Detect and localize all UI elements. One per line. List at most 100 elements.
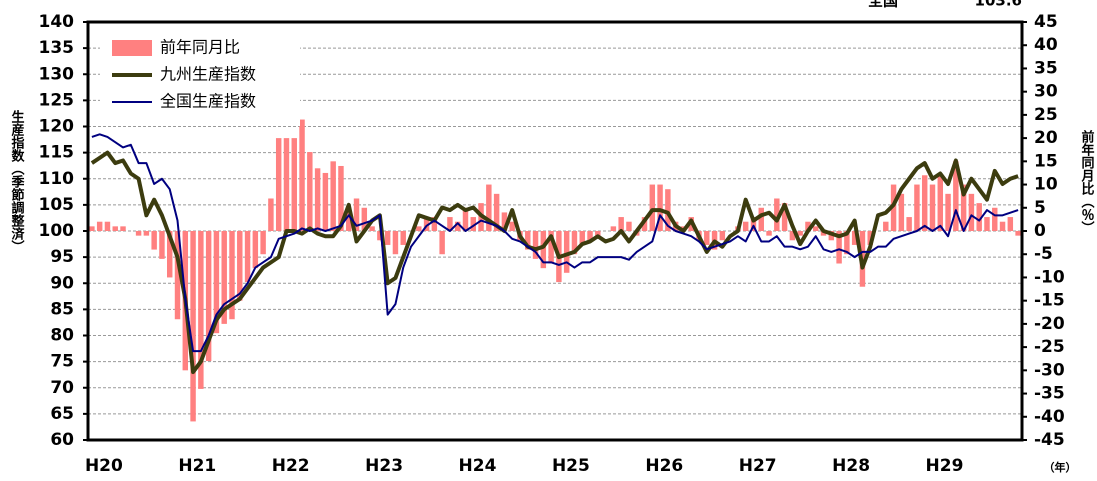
bar	[867, 231, 873, 245]
bar	[283, 138, 290, 231]
bar	[883, 221, 889, 231]
line	[91, 133, 1019, 353]
bar	[190, 231, 196, 422]
bar	[1007, 217, 1014, 231]
bar	[493, 193, 500, 231]
bar	[665, 189, 671, 231]
y2-tick-label: 25	[1034, 105, 1058, 125]
bar	[486, 184, 492, 231]
bar	[898, 193, 905, 231]
bar	[532, 231, 539, 259]
y2-tick-label: -30	[1034, 360, 1065, 380]
bar	[563, 231, 570, 273]
y2-tick-label: -35	[1034, 384, 1065, 404]
bar	[992, 207, 998, 231]
bar	[719, 231, 726, 241]
y2-tick-label: -25	[1034, 337, 1065, 357]
legend-label: 前年同月比	[160, 38, 240, 57]
y-axis-label: 生産指数（季節調整済）	[9, 109, 26, 253]
bar	[221, 231, 227, 324]
bar	[929, 184, 936, 231]
bar	[213, 231, 220, 334]
y2-tick-label: 10	[1034, 175, 1058, 195]
bar	[268, 198, 274, 231]
bar	[369, 226, 375, 231]
y-tick-label: 95	[50, 247, 74, 267]
x-tick-label: H20	[85, 456, 123, 476]
y-tick-label: 140	[39, 12, 75, 32]
bar	[937, 175, 943, 231]
bar	[595, 231, 601, 236]
y2-tick-label: -20	[1034, 314, 1065, 334]
bar	[135, 231, 142, 236]
bar	[400, 231, 406, 245]
bar	[112, 226, 118, 231]
bar	[781, 203, 788, 231]
legend-label: 九州生産指数	[160, 65, 256, 84]
bar	[960, 184, 967, 231]
bar	[431, 217, 438, 231]
y2-tick-label: 0	[1034, 221, 1046, 241]
bar	[587, 231, 593, 241]
y-tick-label: 105	[39, 195, 75, 215]
y2-tick-label: -5	[1034, 244, 1053, 264]
bar	[377, 231, 383, 241]
bar	[291, 138, 297, 231]
bar	[641, 217, 648, 231]
x-axis-label: （年）	[1044, 460, 1077, 474]
plot-frame	[86, 20, 1024, 442]
y-tick-label: 70	[50, 378, 74, 398]
y-tick-label: 110	[39, 169, 75, 189]
legend-swatch	[112, 40, 152, 56]
bar	[945, 193, 951, 231]
y2-tick-label: 5	[1034, 198, 1046, 218]
bar	[774, 198, 780, 231]
bar	[657, 184, 663, 231]
y-tick-label: 60	[50, 430, 74, 450]
y2-tick-label: 20	[1034, 128, 1058, 148]
bar	[906, 217, 912, 231]
bar	[470, 217, 476, 231]
x-tick-label: H28	[832, 456, 870, 476]
y-tick-label: 85	[50, 299, 74, 319]
bar	[167, 231, 173, 278]
bar	[151, 231, 157, 250]
bar	[501, 212, 508, 231]
bar	[275, 138, 282, 231]
bar	[968, 193, 975, 231]
bar	[143, 231, 150, 236]
y-tick-label: 90	[50, 273, 74, 293]
bar	[579, 231, 585, 245]
annotation: 103.6	[975, 0, 1022, 10]
y2-axis-label: 前年同月比（％）	[1079, 129, 1096, 234]
bar	[462, 207, 469, 231]
bar	[1015, 231, 1021, 236]
bar	[813, 226, 819, 231]
bar	[797, 231, 803, 236]
bar	[984, 217, 990, 231]
bar	[750, 217, 757, 231]
y-tick-label: 80	[50, 326, 74, 346]
bar	[509, 221, 515, 231]
bar	[540, 231, 547, 269]
bar	[454, 221, 461, 231]
y-tick-label: 65	[50, 404, 74, 424]
legend-label: 全国生産指数	[160, 92, 256, 111]
bar	[198, 231, 204, 389]
bar	[299, 119, 305, 231]
bar	[742, 221, 749, 231]
bar	[766, 231, 772, 236]
bar	[330, 161, 336, 231]
y-tick-label: 135	[39, 38, 75, 58]
bar	[844, 231, 850, 255]
bar	[392, 231, 399, 255]
y-tick-label: 120	[39, 117, 75, 137]
y2-tick-label: -40	[1034, 407, 1065, 427]
bar	[890, 184, 897, 231]
x-tick-label: H29	[926, 456, 964, 476]
y2-tick-label: -10	[1034, 267, 1065, 287]
x-tick-label: H22	[272, 456, 310, 476]
y2-tick-label: 15	[1034, 151, 1058, 171]
bar	[548, 231, 554, 264]
y2-tick-label: 30	[1034, 82, 1058, 102]
